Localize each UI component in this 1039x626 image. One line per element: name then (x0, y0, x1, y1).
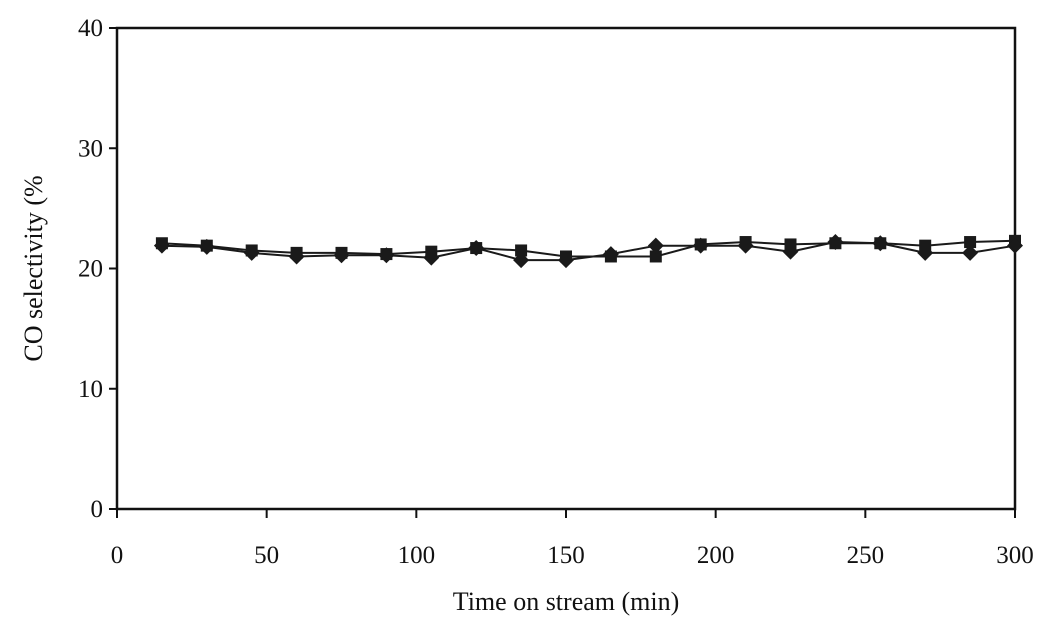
data-point-diamond (513, 252, 530, 269)
y-tick-label: 0 (91, 496, 104, 523)
y-tick-label: 20 (78, 256, 103, 283)
x-tick-label: 300 (996, 542, 1034, 569)
data-point-diamond (962, 244, 979, 261)
data-point-diamond (468, 240, 485, 257)
x-axis-tick-labels: 0 50 100 150 200 250 300 (111, 542, 1034, 569)
x-tick-label: 0 (111, 542, 124, 569)
y-tick-label: 40 (78, 15, 103, 42)
x-axis-title: Time on stream (min) (453, 587, 680, 616)
y-tick-label: 30 (78, 135, 103, 162)
data-point-diamond (378, 247, 395, 264)
x-tick-label: 200 (697, 542, 735, 569)
data-point-diamond (153, 237, 170, 254)
data-point-square (964, 236, 977, 249)
data-point-diamond (288, 248, 305, 265)
data-point-diamond (198, 238, 215, 255)
x-tick-label: 50 (254, 542, 279, 569)
data-point-diamond (917, 244, 934, 261)
data-point-diamond (423, 249, 440, 266)
y-axis-tick-labels: 0 10 20 30 40 (78, 15, 103, 523)
data-point-diamond (647, 237, 664, 254)
y-axis-ticks (109, 27, 117, 510)
data-point-diamond (827, 234, 844, 251)
x-tick-label: 150 (547, 542, 585, 569)
data-point-square (649, 250, 662, 263)
data-point-diamond (1007, 237, 1023, 254)
x-tick-label: 100 (398, 542, 436, 569)
data-point-diamond (692, 237, 709, 254)
data-point-diamond (737, 237, 754, 254)
data-point-diamond (872, 235, 889, 252)
data-point-square (515, 244, 528, 257)
series-diamond (153, 234, 1023, 269)
data-point-diamond (333, 247, 350, 264)
data-point-diamond (558, 252, 574, 269)
x-tick-label: 250 (847, 542, 885, 569)
data-point-diamond (602, 246, 619, 263)
series-layer (153, 234, 1023, 269)
x-axis-ticks (116, 509, 1016, 518)
data-point-diamond (782, 243, 799, 260)
y-tick-label: 10 (78, 376, 103, 403)
y-axis-title: CO selectivity (% (19, 175, 48, 361)
data-point-diamond (243, 244, 260, 261)
